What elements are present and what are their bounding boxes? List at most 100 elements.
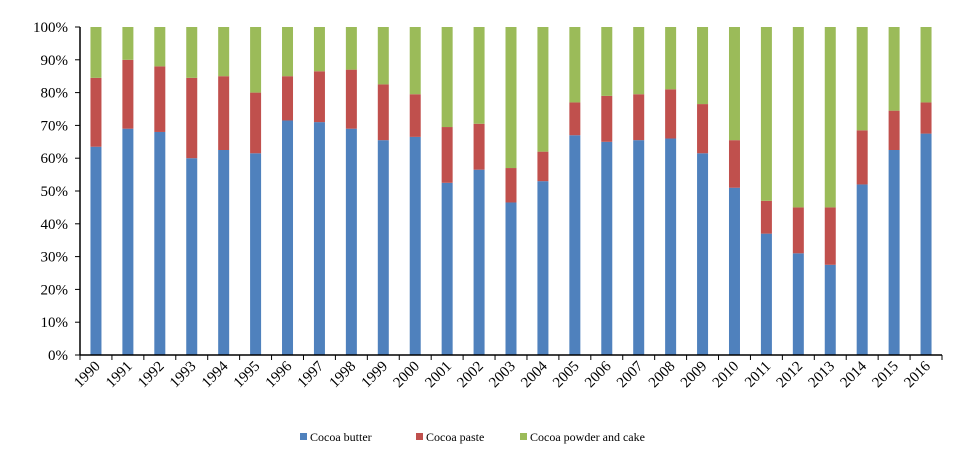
bar-cocoa-butter-1992	[154, 131, 166, 355]
x-tick-label: 1997	[295, 358, 328, 391]
bar-cocoa-butter-2007	[633, 140, 645, 355]
bar-cocoa-butter-2012	[792, 253, 804, 355]
y-tick-label: 50%	[41, 184, 69, 200]
x-tick-label: 2014	[837, 358, 870, 391]
bar-cocoa-powder-and-cake-1990	[90, 27, 102, 78]
bar-cocoa-butter-1996	[282, 120, 294, 355]
bar-cocoa-paste-2001	[441, 127, 453, 183]
legend-swatch	[416, 433, 423, 440]
bar-cocoa-powder-and-cake-1999	[377, 27, 389, 85]
bar-cocoa-butter-2010	[728, 187, 740, 355]
x-tick-label: 2006	[582, 358, 615, 391]
bar-cocoa-powder-and-cake-2004	[537, 27, 549, 152]
y-axis-labels: 0% 10% 20% 30% 40% 50% 60% 70% 80% 90% 100%	[33, 20, 68, 364]
bar-cocoa-paste-2005	[569, 102, 581, 136]
x-tick-label: 1995	[231, 359, 264, 392]
bar-cocoa-powder-and-cake-1994	[218, 27, 230, 77]
bar-cocoa-butter-1991	[122, 128, 134, 355]
bar-cocoa-paste-1996	[282, 76, 294, 121]
bar-cocoa-butter-1999	[377, 140, 389, 355]
legend-swatch	[300, 433, 307, 440]
y-tick-label: 90%	[41, 53, 69, 69]
bar-cocoa-paste-1999	[377, 84, 389, 141]
bar-cocoa-butter-2008	[665, 138, 677, 355]
legend-label: Cocoa paste	[426, 430, 484, 444]
bar-cocoa-butter-1990	[90, 146, 102, 355]
bar-cocoa-paste-2011	[760, 200, 772, 234]
bar-cocoa-paste-1994	[218, 76, 230, 150]
bar-cocoa-paste-1990	[90, 77, 102, 147]
y-tick-label: 100%	[33, 20, 68, 36]
bar-cocoa-butter-1998	[345, 128, 357, 355]
bar-cocoa-butter-1997	[313, 122, 325, 356]
x-tick-label: 2016	[901, 358, 934, 391]
bar-cocoa-powder-and-cake-2002	[473, 27, 485, 124]
x-tick-label: 1992	[135, 359, 168, 392]
bar-cocoa-powder-and-cake-1997	[313, 27, 325, 72]
bar-cocoa-paste-1998	[345, 69, 357, 129]
y-tick-label: 0%	[48, 348, 68, 364]
bar-cocoa-butter-2002	[473, 169, 485, 355]
x-tick-label: 1993	[167, 359, 200, 392]
x-tick-label: 2004	[518, 358, 551, 391]
bar-cocoa-butter-2013	[824, 264, 836, 355]
bar-cocoa-paste-1995	[250, 92, 262, 154]
legend: Cocoa butter Cocoa paste Cocoa powder and …	[300, 430, 645, 444]
bar-cocoa-powder-and-cake-2008	[665, 27, 677, 90]
bar-cocoa-paste-1993	[186, 77, 198, 159]
bar-cocoa-butter-2000	[409, 136, 421, 355]
bar-cocoa-butter-2016	[920, 133, 932, 355]
bar-cocoa-powder-and-cake-2014	[856, 27, 868, 131]
bar-cocoa-paste-1991	[122, 59, 134, 129]
bar-cocoa-butter-2003	[505, 202, 517, 355]
bar-cocoa-paste-2000	[409, 94, 421, 137]
bar-cocoa-powder-and-cake-1998	[345, 27, 357, 70]
bar-cocoa-powder-and-cake-2009	[697, 27, 709, 105]
bar-cocoa-paste-2004	[537, 151, 549, 182]
bar-cocoa-butter-2005	[569, 135, 581, 355]
legend-swatch	[520, 433, 527, 440]
x-axis-labels: 1990 1991 1992 1993 1994 1995 1996 1997 1998 1999…	[71, 358, 934, 391]
bar-cocoa-powder-and-cake-1995	[250, 27, 262, 93]
bar-cocoa-powder-and-cake-2000	[409, 27, 421, 95]
bar-cocoa-powder-and-cake-2011	[760, 27, 772, 201]
bar-cocoa-butter-1995	[250, 153, 262, 355]
x-tick-label: 2013	[806, 359, 839, 392]
bar-cocoa-powder-and-cake-1992	[154, 27, 166, 67]
y-tick-label: 20%	[41, 282, 69, 298]
bar-cocoa-butter-2015	[888, 150, 900, 355]
x-tick-label: 2002	[454, 359, 487, 392]
bar-cocoa-paste-2008	[665, 89, 677, 139]
bar-cocoa-paste-2010	[728, 140, 740, 188]
bar-cocoa-butter-2009	[697, 153, 709, 355]
x-tick-label: 2015	[869, 359, 902, 392]
bar-cocoa-paste-2013	[824, 207, 836, 265]
x-tick-label: 2011	[742, 359, 774, 391]
bar-cocoa-paste-2015	[888, 110, 900, 150]
x-tick-label: 1991	[103, 359, 136, 392]
bar-cocoa-butter-2006	[601, 141, 613, 355]
bar-cocoa-powder-and-cake-2013	[824, 27, 836, 208]
bar-cocoa-paste-2014	[856, 130, 868, 185]
bar-cocoa-powder-and-cake-1996	[282, 27, 294, 77]
x-tick-label: 2000	[391, 359, 424, 392]
bar-cocoa-powder-and-cake-2015	[888, 27, 900, 111]
axes	[75, 26, 943, 360]
bar-cocoa-paste-1992	[154, 66, 166, 132]
x-tick-label: 2008	[646, 359, 679, 392]
x-tick-label: 2012	[774, 359, 807, 392]
x-tick-label: 1999	[359, 359, 392, 392]
bars	[90, 27, 932, 356]
legend-label: Cocoa powder and cake	[530, 430, 645, 444]
bar-cocoa-powder-and-cake-2007	[633, 27, 645, 95]
bar-cocoa-butter-2001	[441, 182, 453, 355]
x-tick-label: 1994	[199, 358, 232, 391]
bar-cocoa-paste-2002	[473, 123, 485, 170]
bar-cocoa-paste-2006	[601, 95, 613, 142]
bar-cocoa-powder-and-cake-1991	[122, 27, 134, 60]
x-tick-label: 2010	[710, 359, 743, 392]
bar-cocoa-butter-2011	[760, 233, 772, 355]
x-tick-label: 1990	[71, 359, 104, 392]
legend-label: Cocoa butter	[310, 430, 372, 444]
